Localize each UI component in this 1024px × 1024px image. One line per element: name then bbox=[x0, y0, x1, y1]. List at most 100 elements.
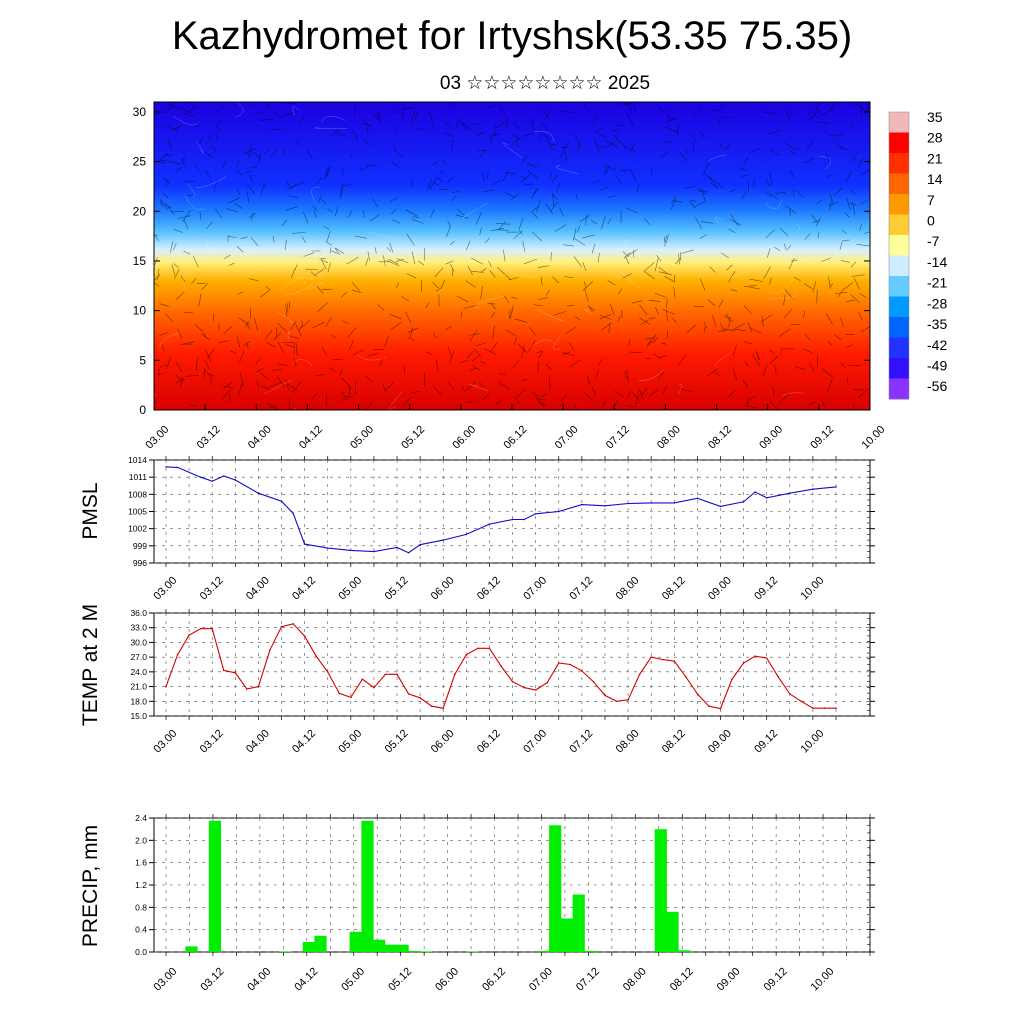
wind-barb bbox=[205, 349, 212, 362]
y-tick-label: 1002 bbox=[128, 524, 147, 534]
streamline bbox=[236, 239, 254, 254]
streamline bbox=[765, 200, 782, 209]
colorbar-swatch bbox=[889, 358, 909, 379]
wind-barb bbox=[747, 322, 753, 333]
precip-bar bbox=[302, 942, 315, 952]
streamline bbox=[714, 352, 731, 367]
wind-barb bbox=[765, 192, 773, 198]
wind-barb bbox=[587, 375, 590, 385]
wind-barb bbox=[628, 338, 631, 346]
wind-barb bbox=[264, 147, 269, 156]
wind-barb bbox=[735, 328, 746, 332]
wind-barb bbox=[769, 172, 773, 185]
x-tick-label: 03.12 bbox=[195, 424, 223, 452]
x-tick-label: 08.12 bbox=[706, 424, 734, 452]
wind-barb bbox=[218, 119, 223, 126]
wind-barb bbox=[653, 353, 661, 360]
wind-barb bbox=[166, 124, 179, 133]
wind-barb bbox=[840, 362, 847, 369]
wind-barb bbox=[475, 211, 482, 225]
wind-barb bbox=[446, 176, 454, 184]
temp-point bbox=[477, 647, 479, 650]
streamline bbox=[292, 106, 300, 116]
pmsl-point bbox=[673, 502, 676, 504]
wind-barb bbox=[658, 355, 667, 358]
wind-barb bbox=[778, 328, 791, 338]
wind-barb bbox=[398, 152, 404, 158]
streamline bbox=[796, 224, 801, 232]
wind-barb bbox=[561, 110, 574, 114]
wind-barb bbox=[461, 122, 473, 131]
streamline bbox=[298, 277, 315, 280]
wind-barb bbox=[315, 268, 325, 276]
x-tick-label: 07.12 bbox=[567, 575, 595, 603]
wind-barb bbox=[173, 263, 179, 268]
wind-barb bbox=[498, 380, 502, 387]
y-tick-label: 2.4 bbox=[135, 813, 147, 823]
colorbar-label: -56 bbox=[927, 378, 947, 394]
x-tick-label: 04.12 bbox=[290, 575, 318, 603]
wind-barb bbox=[169, 241, 174, 253]
wind-barb bbox=[694, 201, 706, 208]
pmsl-point bbox=[350, 549, 352, 552]
precip-bar bbox=[349, 931, 362, 952]
wind-barb bbox=[201, 282, 209, 291]
wind-barb bbox=[176, 167, 182, 171]
wind-barb bbox=[664, 276, 676, 283]
wind-barb bbox=[435, 359, 439, 372]
streamline bbox=[654, 256, 675, 266]
wind-barb bbox=[502, 171, 509, 182]
x-tick-label: 10.00 bbox=[809, 966, 837, 994]
wind-barb bbox=[244, 321, 250, 327]
wind-barb bbox=[624, 371, 627, 379]
wind-barb bbox=[349, 340, 354, 351]
wind-barb bbox=[204, 359, 210, 370]
wind-barb bbox=[471, 355, 479, 362]
temp-point bbox=[488, 647, 491, 650]
wind-barb bbox=[597, 252, 600, 263]
wind-barb bbox=[604, 165, 616, 170]
wind-barb bbox=[614, 391, 625, 398]
wind-barb bbox=[482, 393, 490, 401]
wind-barb bbox=[319, 258, 326, 260]
precip-bar bbox=[537, 950, 550, 952]
wind-barb bbox=[406, 273, 417, 279]
wind-barb bbox=[395, 282, 400, 289]
wind-barb bbox=[182, 108, 191, 113]
wind-barb bbox=[347, 327, 357, 339]
wind-barb bbox=[353, 106, 356, 117]
x-tick-label: 06.00 bbox=[429, 728, 457, 756]
wind-barb bbox=[562, 352, 575, 357]
temp-point bbox=[199, 627, 202, 630]
wind-barb bbox=[183, 250, 191, 255]
wind-barb bbox=[833, 187, 843, 196]
wind-barb bbox=[845, 344, 853, 349]
wind-barb bbox=[762, 364, 768, 376]
wind-barb bbox=[163, 177, 171, 184]
wind-barb bbox=[469, 123, 480, 126]
wind-barb bbox=[531, 392, 540, 398]
pmsl-point bbox=[488, 523, 491, 525]
precip-bar bbox=[572, 894, 585, 952]
wind-barb bbox=[858, 311, 863, 321]
wind-barb bbox=[181, 158, 186, 167]
wind-barb bbox=[808, 110, 818, 122]
streamline bbox=[781, 258, 808, 270]
wind-barb bbox=[236, 291, 244, 295]
wind-barb bbox=[699, 130, 706, 139]
wind-barb bbox=[228, 262, 235, 266]
wind-barb bbox=[303, 252, 315, 257]
wind-barb bbox=[545, 364, 552, 371]
wind-barb bbox=[407, 336, 415, 341]
temp-point bbox=[453, 673, 456, 676]
wind-barb bbox=[829, 193, 834, 204]
pmsl-point bbox=[604, 504, 606, 507]
wind-barb bbox=[584, 288, 589, 302]
wind-barb bbox=[702, 162, 710, 175]
wind-barb bbox=[690, 199, 697, 202]
wind-barb bbox=[246, 323, 251, 330]
streamline bbox=[547, 256, 557, 266]
wind-barb bbox=[673, 287, 676, 298]
wind-barb bbox=[209, 373, 216, 377]
y-tick-label: 15 bbox=[133, 254, 147, 268]
